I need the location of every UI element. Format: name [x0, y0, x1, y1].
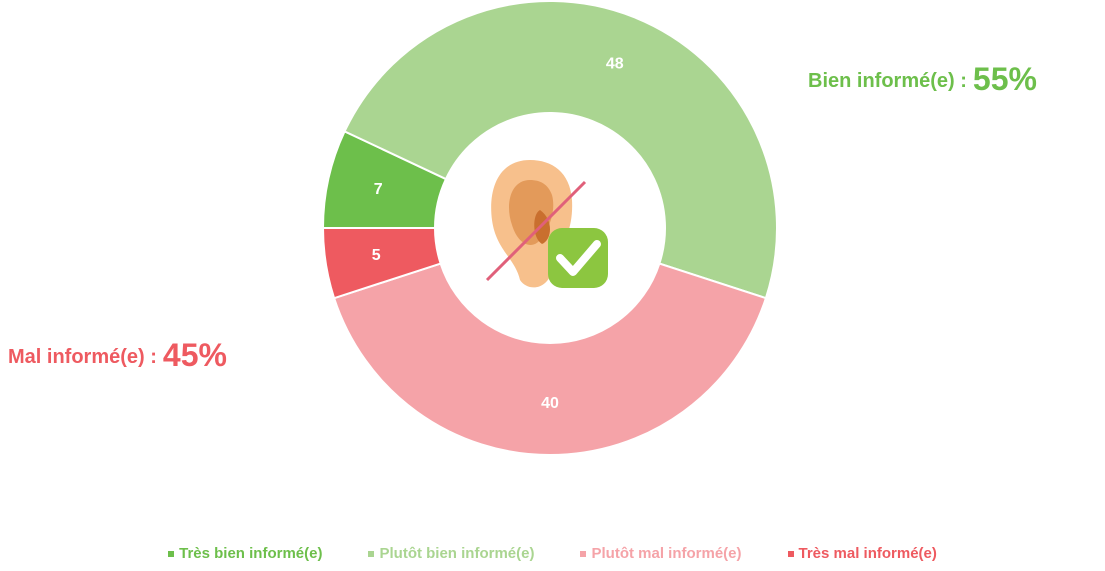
legend-swatch — [368, 550, 375, 557]
legend-label: Plutôt mal informé(e) — [591, 545, 742, 562]
legend-item: Plutôt bien informé(e) — [368, 545, 534, 562]
legend-item: Plutôt mal informé(e) — [580, 545, 742, 562]
slice — [332, 262, 768, 457]
data-label: 5 — [372, 247, 381, 264]
legend-label: Très mal informé(e) — [798, 545, 937, 562]
annotation: Bien informé(e) : 55% — [808, 61, 1037, 97]
legend-label: Plutôt bien informé(e) — [379, 545, 535, 562]
annotation-value: 45% — [163, 337, 227, 373]
annotation-text: Mal informé(e) : — [8, 346, 157, 368]
annotation-value: 55% — [973, 61, 1037, 97]
data-label: 48 — [606, 56, 624, 73]
legend-swatch — [787, 550, 794, 557]
legend: Très bien informé(e) Plutôt bien informé(… — [0, 545, 1105, 562]
legend-label: Très bien informé(e) — [179, 545, 323, 562]
annotation-text: Bien informé(e) : — [808, 70, 967, 92]
legend-swatch — [168, 550, 175, 557]
data-label: 7 — [374, 181, 383, 198]
annotation: Mal informé(e) : 45% — [8, 337, 227, 373]
center-icon — [485, 160, 608, 288]
data-label: 40 — [541, 395, 559, 412]
legend-item: Très bien informé(e) — [168, 545, 322, 562]
legend-swatch — [580, 550, 587, 557]
slice — [343, 0, 778, 300]
slice — [321, 227, 442, 300]
donut: 7 48 40 5 — [321, 0, 778, 457]
legend-item: Très mal informé(e) — [787, 545, 937, 562]
